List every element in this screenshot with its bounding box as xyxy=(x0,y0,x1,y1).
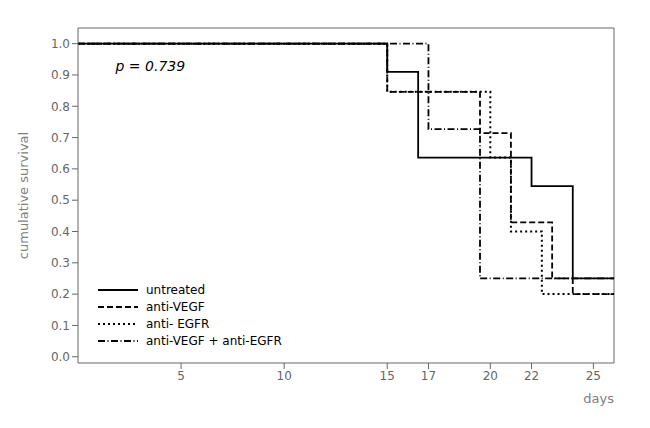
html-text:untreated: untreated xyxy=(146,283,205,297)
svg-text:0.0: 0.0 xyxy=(51,350,70,364)
svg-text:days: days xyxy=(583,391,614,406)
svg-text:5: 5 xyxy=(177,369,185,383)
svg-text:17: 17 xyxy=(421,369,436,383)
svg-text:cumulative survival: cumulative survival xyxy=(16,132,31,259)
svg-text:0.6: 0.6 xyxy=(51,162,70,176)
svg-text:0.8: 0.8 xyxy=(51,100,70,114)
html-text:p = 0.739: p = 0.739 xyxy=(115,58,186,74)
svg-text:0.7: 0.7 xyxy=(51,131,70,145)
svg-text:0.4: 0.4 xyxy=(51,225,70,239)
svg-text:0.3: 0.3 xyxy=(51,256,70,270)
svg-text:15: 15 xyxy=(380,369,395,383)
svg-text:0.1: 0.1 xyxy=(51,319,70,333)
svg-text:0.2: 0.2 xyxy=(51,287,70,301)
svg-text:0.5: 0.5 xyxy=(51,193,70,207)
html-text:anti-VEGF: anti-VEGF xyxy=(146,300,205,314)
svg-text:1.0: 1.0 xyxy=(51,37,70,51)
html-text:anti- EGFR: anti- EGFR xyxy=(146,317,210,331)
svg-text:0.9: 0.9 xyxy=(51,68,70,82)
html-text:anti-VEGF + anti-EGFR: anti-VEGF + anti-EGFR xyxy=(146,334,282,348)
svg-text:10: 10 xyxy=(277,369,292,383)
svg-text:22: 22 xyxy=(524,369,539,383)
svg-text:25: 25 xyxy=(586,369,601,383)
svg-text:20: 20 xyxy=(483,369,498,383)
